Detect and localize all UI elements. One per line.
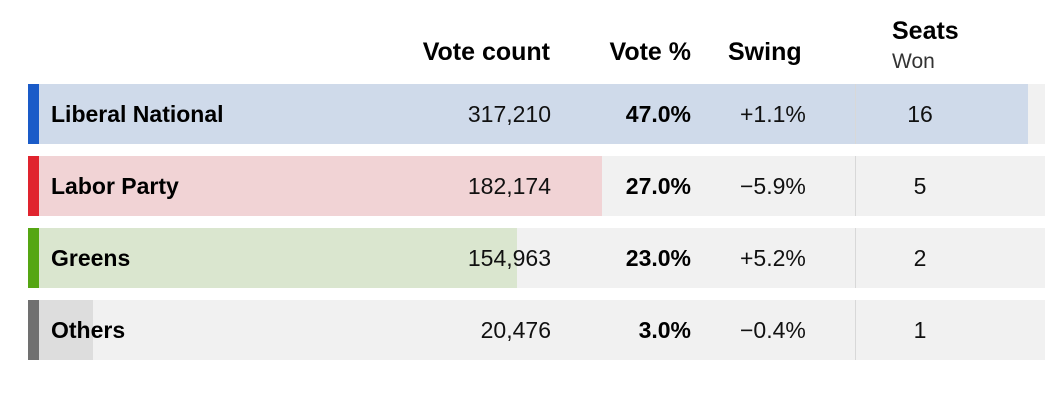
party-color-bar: [28, 228, 39, 288]
header-swing: Swing: [728, 38, 802, 66]
vote-swing: +1.1%: [740, 101, 806, 127]
party-name: Liberal National: [51, 101, 224, 127]
header-vote-count: Vote count: [422, 38, 550, 66]
vote-percent: 23.0%: [625, 245, 691, 271]
vote-swing: −5.9%: [740, 173, 806, 199]
seats-won: 16: [907, 101, 933, 127]
party-row-labor-party: Labor Party 182,174 27.0% −5.9% 5: [28, 156, 1045, 216]
seats-won: 2: [913, 245, 927, 271]
party-name: Labor Party: [51, 173, 179, 199]
party-color-bar: [28, 300, 39, 360]
vote-count: 182,174: [467, 173, 551, 199]
vote-swing: −0.4%: [740, 317, 806, 343]
vote-count: 20,476: [480, 317, 551, 343]
party-row-liberal-national: Liberal National 317,210 47.0% +1.1% 16: [28, 84, 1045, 144]
party-row-others: Others 20,476 3.0% −0.4% 1: [28, 300, 1045, 360]
vote-percent: 27.0%: [625, 173, 691, 199]
vote-percent: 47.0%: [625, 101, 691, 127]
seats-won: 1: [913, 317, 927, 343]
vote-share-bar: [28, 84, 1028, 144]
header-seats-won: Won: [892, 50, 935, 73]
vote-count: 154,963: [467, 245, 551, 271]
seats-divider: [855, 228, 856, 288]
party-name: Others: [51, 317, 126, 343]
header-vote-pct: Vote %: [609, 38, 692, 66]
vote-percent: 3.0%: [638, 317, 691, 343]
vote-count: 317,210: [467, 101, 551, 127]
vote-swing: +5.2%: [740, 245, 806, 271]
party-color-bar: [28, 84, 39, 144]
seats-divider: [855, 84, 856, 144]
vote-share-bar: [28, 228, 517, 288]
party-name: Greens: [51, 245, 131, 271]
party-color-bar: [28, 156, 39, 216]
seats-divider: [855, 300, 856, 360]
seats-divider: [855, 156, 856, 216]
party-row-greens: Greens 154,963 23.0% +5.2% 2: [28, 228, 1045, 288]
seats-won: 5: [913, 173, 927, 199]
header-seats: Seats: [892, 17, 959, 45]
vote-share-bar: [28, 156, 602, 216]
